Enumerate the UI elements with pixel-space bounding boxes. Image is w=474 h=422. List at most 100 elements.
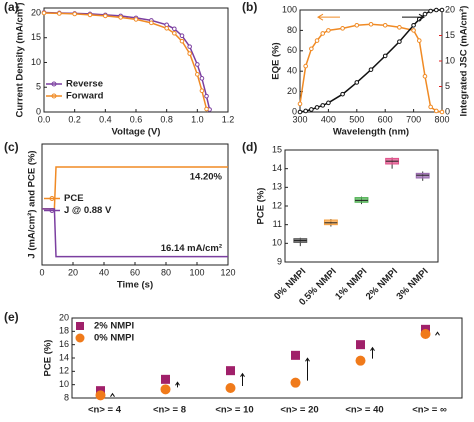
series-marker <box>87 12 93 18</box>
series-marker <box>428 8 433 14</box>
arrow <box>370 346 375 359</box>
y-tick-label: 15 <box>31 32 41 42</box>
y2-tick-label: 5 <box>445 81 450 91</box>
point <box>225 383 236 393</box>
series-marker <box>179 38 185 44</box>
point <box>291 350 300 360</box>
series-marker <box>204 106 209 112</box>
x-tick-label: 0.8 <box>160 114 173 124</box>
series-marker <box>149 20 154 26</box>
arrow <box>175 381 180 388</box>
x-tick-label: 0.0 <box>38 114 51 124</box>
series-marker <box>309 107 314 112</box>
y2-axis-label: Integrated JSC (mA/cm²) <box>459 6 470 117</box>
y-tick-label: 16 <box>59 339 69 349</box>
y2-tick-label: 20 <box>445 4 455 14</box>
legend-marker <box>51 93 57 99</box>
series-marker <box>340 91 345 97</box>
series-marker <box>314 38 320 43</box>
x-tick-label: 500 <box>349 114 364 124</box>
legend-label: Forward <box>66 91 104 102</box>
x-tick-label: 40 <box>99 267 109 277</box>
y-tick-label: 8 <box>64 392 69 402</box>
series-marker <box>309 46 314 52</box>
plot-frame <box>284 149 439 263</box>
y-tick-label: 40 <box>287 66 297 76</box>
panel-label: (e) <box>4 310 19 324</box>
series-marker <box>368 67 374 72</box>
y-axis-label: PCE (%) <box>256 188 267 225</box>
x-tick-label: 300 <box>292 114 307 124</box>
series-marker <box>320 103 326 108</box>
series-marker <box>382 53 388 59</box>
series-marker <box>103 13 108 19</box>
point <box>160 384 171 395</box>
series-marker <box>195 62 200 67</box>
legend-label: PCE <box>64 193 84 204</box>
series-marker <box>195 72 200 77</box>
series-marker <box>187 44 192 49</box>
y-tick-label: 12 <box>59 366 69 376</box>
x-tick-label: 2% NMPI <box>364 266 400 302</box>
series-marker <box>314 105 320 110</box>
series-marker <box>382 23 388 28</box>
y-tick-label: 20 <box>287 86 297 96</box>
point <box>356 340 365 350</box>
point <box>226 366 235 376</box>
series-marker <box>354 80 360 85</box>
y-tick-label: 60 <box>287 45 297 55</box>
series-marker <box>411 28 416 33</box>
y-tick-label: 14 <box>272 163 282 173</box>
series-marker <box>133 17 139 22</box>
x-tick-label: 0.2 <box>68 114 81 124</box>
y-tick-label: 20 <box>31 7 41 17</box>
y-tick-label: 0 <box>36 106 41 116</box>
series-marker <box>434 7 439 13</box>
x-tick-label: 20 <box>68 267 78 277</box>
x-tick-label: 0 <box>39 267 44 277</box>
x-tick-label: 1% NMPI <box>333 266 369 302</box>
y-tick-label: 13 <box>272 182 282 192</box>
series-marker <box>199 88 205 94</box>
series-marker <box>164 26 169 31</box>
legend-marker <box>49 208 55 213</box>
panel-label: (d) <box>242 140 257 154</box>
series-marker <box>179 33 185 39</box>
y-tick-label: 10 <box>31 57 41 67</box>
series-marker <box>326 28 331 33</box>
series-marker <box>41 10 47 16</box>
panel-label: (c) <box>4 140 19 154</box>
point <box>420 329 431 339</box>
point <box>95 390 106 401</box>
arrow <box>305 357 310 381</box>
y-tick-label: 20 <box>59 312 69 322</box>
series-marker <box>368 21 374 27</box>
x-tick-label: 700 <box>406 114 421 124</box>
panel-label: (b) <box>242 0 257 14</box>
x-tick-label: <n> = 8 <box>153 405 186 416</box>
series-marker <box>416 38 422 43</box>
series-marker <box>187 51 192 56</box>
y-tick-label: 11 <box>273 219 282 229</box>
series-marker <box>397 25 402 30</box>
legend-label: 2% NMPI <box>94 321 134 332</box>
x-tick-label: <n> = 10 <box>215 405 253 416</box>
y-axis-label: PCE (%) <box>43 340 54 377</box>
series-marker <box>422 74 428 79</box>
y-axis-label: J (mA/cm²) and PCE (%) <box>27 150 38 258</box>
y-tick-label: 12 <box>272 200 282 210</box>
series-marker <box>199 76 205 81</box>
x-tick-label: <n> = 20 <box>280 405 318 416</box>
y-axis-label: EQE (%) <box>271 42 282 79</box>
series-marker <box>422 11 428 17</box>
x-axis-label: Time (s) <box>117 280 153 291</box>
series-marker <box>118 15 123 20</box>
x-tick-label: 3% NMPI <box>394 266 430 302</box>
y2-tick-label: 0 <box>445 106 450 116</box>
series-marker <box>297 109 303 115</box>
legend-marker <box>51 81 57 87</box>
annotation: 14.20% <box>190 172 223 183</box>
legend-label: Reverse <box>66 79 103 90</box>
annotation: 16.14 mA/cm² <box>161 243 222 254</box>
y-tick-label: 5 <box>36 82 41 92</box>
